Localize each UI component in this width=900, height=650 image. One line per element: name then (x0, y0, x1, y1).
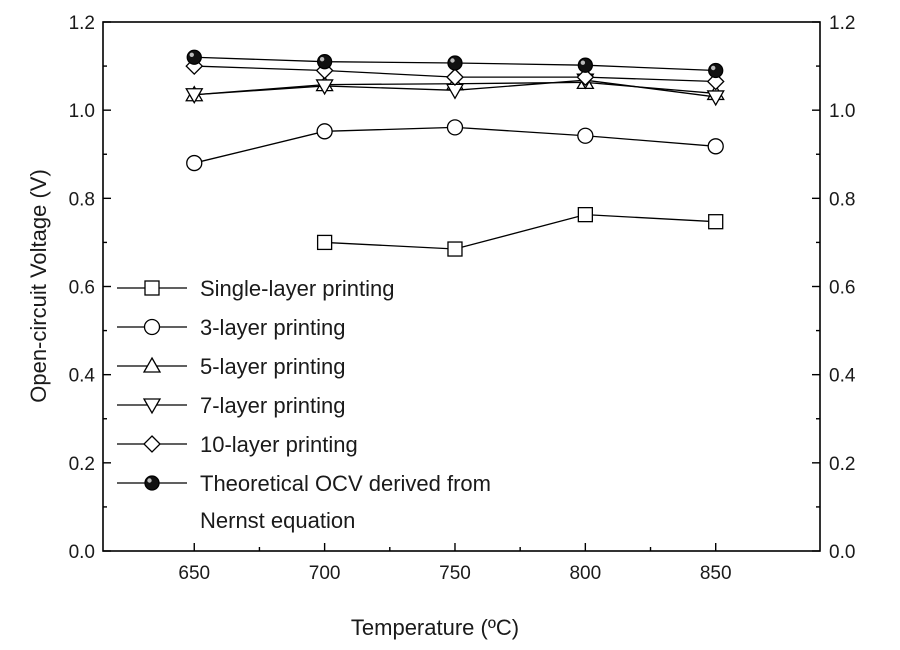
data-point (577, 206, 593, 223)
series-1 (316, 206, 724, 257)
data-point (316, 234, 333, 251)
data-point (185, 88, 204, 105)
y-axis-title: Open-circuit Voltage (V) (26, 169, 51, 403)
y-tick-label-left: 0.4 (69, 366, 96, 387)
data-point (445, 83, 465, 100)
legend-marker (144, 475, 160, 491)
data-point (577, 57, 593, 73)
legend-marker (143, 435, 161, 453)
data-point (186, 154, 203, 172)
x-tick-label: 850 (700, 563, 732, 584)
data-point (706, 72, 725, 91)
legend-label: Single-layer printing (200, 276, 394, 301)
legend-marker (142, 398, 162, 415)
data-point (708, 62, 724, 79)
axes: 0.0 0.0 0.2 0.2 0.4 0.4 0.6 0.6 0.8 0.8 1.0 1.0 1.2 1… (69, 13, 856, 584)
y-tick-label-right: 0.0 (829, 542, 855, 563)
marker-body (186, 49, 202, 65)
y-tick-label-right: 0.4 (829, 366, 856, 387)
x-tick-label: 700 (309, 563, 341, 584)
data-point (446, 68, 464, 87)
legend-label: 7-layer printing (200, 393, 346, 418)
y-tick-label-left: 0.2 (69, 454, 95, 475)
data-point (577, 127, 594, 144)
data-point (316, 123, 333, 140)
series-line (324, 213, 716, 250)
data-point (316, 54, 333, 70)
legend-entry-2: 3-layer printing (117, 315, 346, 340)
data-point (576, 68, 595, 87)
data-point (707, 138, 724, 155)
x-tick-label: 800 (569, 563, 601, 584)
y-tick-label-left: 0.8 (69, 189, 95, 210)
legend-entry-1: Single-layer printing (117, 276, 394, 301)
data-point (447, 55, 463, 71)
marker-highlight (189, 52, 194, 57)
y-tick-label-right: 0.2 (829, 454, 855, 475)
series-6 (186, 49, 724, 79)
x-tick-label: 650 (178, 563, 210, 584)
marker-body (316, 54, 333, 70)
data-point (447, 241, 463, 257)
y-tick-label-right: 1.2 (829, 13, 855, 34)
y-tick-label-left: 1.2 (69, 13, 95, 34)
y-tick-label-right: 1.0 (829, 101, 855, 122)
legend-label: Theoretical OCV derived from (200, 471, 491, 496)
legend-entry-5: 10-layer printing (117, 432, 358, 457)
marker-highlight (319, 56, 325, 62)
data-point (185, 57, 204, 76)
y-tick-label-right: 0.8 (829, 189, 855, 210)
legend-label: 5-layer printing (200, 354, 346, 379)
marker-body (577, 57, 593, 73)
data-point (708, 214, 724, 230)
legend: Single-layer printing 3-layer printing 5-l… (117, 276, 491, 533)
x-axis-title: Temperature (ºC) (351, 615, 519, 640)
marker-body (708, 62, 724, 79)
legend-label: 10-layer printing (200, 432, 358, 457)
marker-body (144, 475, 160, 491)
series-2 (186, 119, 724, 172)
y-tick-label-left: 0.6 (69, 278, 95, 299)
legend-entry-3: 5-layer printing (117, 354, 346, 379)
y-tick-label-left: 0.0 (69, 542, 95, 563)
marker-highlight (147, 478, 152, 483)
series-layer (185, 49, 725, 257)
data-point (186, 49, 202, 65)
legend-label: 3-layer printing (200, 315, 346, 340)
y-tick-label-left: 1.0 (69, 101, 95, 122)
y-tick-label-right: 0.6 (829, 278, 855, 299)
legend-entry-6: Theoretical OCV derived from Nernst equat… (117, 471, 491, 533)
legend-label-line2: Nernst equation (200, 508, 355, 533)
x-tick-label: 750 (439, 563, 471, 584)
marker-highlight (580, 60, 586, 65)
data-point (446, 119, 464, 136)
legend-marker (143, 318, 161, 336)
data-point (315, 79, 334, 96)
marker-highlight (450, 58, 455, 63)
marker-body (447, 55, 463, 71)
legend-marker (144, 280, 160, 296)
legend-entry-4: 7-layer printing (117, 393, 346, 418)
legend-marker (142, 356, 162, 373)
data-point (706, 90, 725, 107)
marker-highlight (711, 65, 716, 71)
